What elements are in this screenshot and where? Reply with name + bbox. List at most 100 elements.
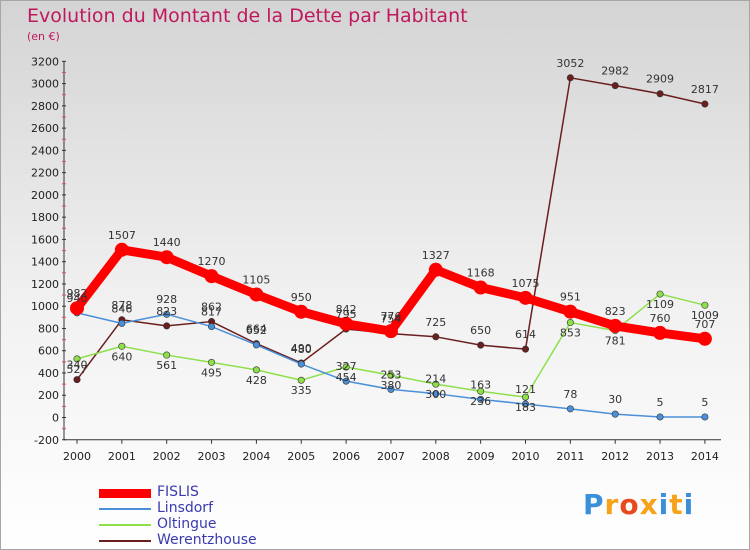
data-label: 380 <box>380 379 401 392</box>
data-label: 1168 <box>467 267 495 280</box>
data-label: 652 <box>246 324 267 337</box>
data-label: 1440 <box>153 236 181 249</box>
data-label: 253 <box>380 368 401 381</box>
data-label: 823 <box>605 305 626 318</box>
data-label: 300 <box>425 388 446 401</box>
data-label: 121 <box>515 383 536 396</box>
data-point <box>297 360 305 368</box>
x-tick-label: 2004 <box>242 450 270 463</box>
data-label: 340 <box>67 359 88 372</box>
data-point <box>432 380 440 388</box>
legend-label: Linsdorf <box>157 500 213 516</box>
x-tick-label: 2009 <box>467 450 495 463</box>
data-label: 776 <box>380 310 401 323</box>
data-label: 335 <box>291 384 312 397</box>
data-label: 2817 <box>691 83 719 96</box>
data-point <box>387 385 395 393</box>
data-point <box>297 376 305 384</box>
data-label: 236 <box>470 395 491 408</box>
data-point <box>473 280 488 295</box>
x-tick-label: 2011 <box>556 450 584 463</box>
data-label: 2909 <box>646 73 674 86</box>
data-point <box>521 400 529 408</box>
y-tick-label: 2600 <box>31 122 59 135</box>
data-point <box>701 100 709 108</box>
data-point <box>432 333 440 341</box>
data-label: 640 <box>111 350 132 363</box>
logo-letter: x <box>639 488 659 521</box>
data-label: 650 <box>470 324 491 337</box>
data-point <box>342 377 350 385</box>
data-point <box>204 269 219 284</box>
data-label: 754 <box>380 313 401 326</box>
data-point <box>656 290 664 298</box>
data-label: 853 <box>560 327 581 340</box>
x-tick-label: 2000 <box>63 450 91 463</box>
data-label: 5 <box>701 396 708 409</box>
data-point <box>73 376 81 384</box>
data-point <box>611 82 619 90</box>
y-tick-label: 0 <box>52 412 59 425</box>
data-label: 760 <box>650 312 671 325</box>
x-tick-label: 2002 <box>153 450 181 463</box>
legend-swatch <box>99 508 151 510</box>
data-label: 480 <box>291 343 312 356</box>
data-point <box>118 342 126 350</box>
x-tick-label: 2010 <box>512 450 540 463</box>
legend-label: Werentzhouse <box>157 532 257 548</box>
proxiti-logo: Proxiti <box>583 488 694 521</box>
data-point <box>521 393 529 401</box>
data-point <box>163 310 171 318</box>
data-point <box>252 341 260 349</box>
x-tick-label: 2001 <box>108 450 136 463</box>
x-tick-label: 2006 <box>332 450 360 463</box>
logo-letter: r <box>604 488 620 521</box>
data-point <box>249 287 264 302</box>
y-tick-label: 800 <box>38 322 59 335</box>
data-label: 982 <box>67 287 88 300</box>
data-point <box>118 319 126 327</box>
data-label: 30 <box>608 393 622 406</box>
data-label: 862 <box>201 301 222 314</box>
data-label: 1105 <box>242 274 270 287</box>
data-point <box>294 304 309 319</box>
data-point <box>342 363 350 371</box>
data-point <box>477 395 485 403</box>
data-point <box>656 90 664 98</box>
data-point <box>518 290 533 305</box>
legend-swatch <box>99 524 151 526</box>
x-tick-label: 2008 <box>422 450 450 463</box>
x-tick-label: 2005 <box>287 450 315 463</box>
data-label: 950 <box>291 291 312 304</box>
data-label: 1109 <box>646 298 674 311</box>
data-point <box>477 387 485 395</box>
legend-swatch <box>99 489 151 498</box>
chart-title: Evolution du Montant de la Dette par Hab… <box>27 5 468 27</box>
data-point <box>701 413 709 421</box>
data-label: 823 <box>156 305 177 318</box>
logo-letter: o <box>619 488 640 521</box>
data-label: 490 <box>291 342 312 355</box>
y-tick-label: -200 <box>34 434 59 447</box>
logo-letter: i <box>658 488 670 521</box>
data-label: 1009 <box>691 309 719 322</box>
legend-swatch <box>99 540 151 542</box>
y-tick-label: 2200 <box>31 167 59 180</box>
data-point <box>566 405 574 413</box>
logo-letter: i <box>683 488 695 521</box>
data-point <box>611 410 619 418</box>
y-tick-label: 2000 <box>31 189 59 202</box>
x-tick-label: 2007 <box>377 450 405 463</box>
data-point <box>387 371 395 379</box>
data-label: 1507 <box>108 229 136 242</box>
data-label: 795 <box>336 308 357 321</box>
data-point <box>159 250 174 265</box>
data-label: 495 <box>201 366 222 379</box>
data-point <box>252 366 260 374</box>
data-label: 614 <box>515 328 536 341</box>
data-point <box>383 324 398 339</box>
data-label: 1270 <box>198 255 226 268</box>
data-point <box>70 301 84 316</box>
y-tick-label: 1200 <box>31 278 59 291</box>
